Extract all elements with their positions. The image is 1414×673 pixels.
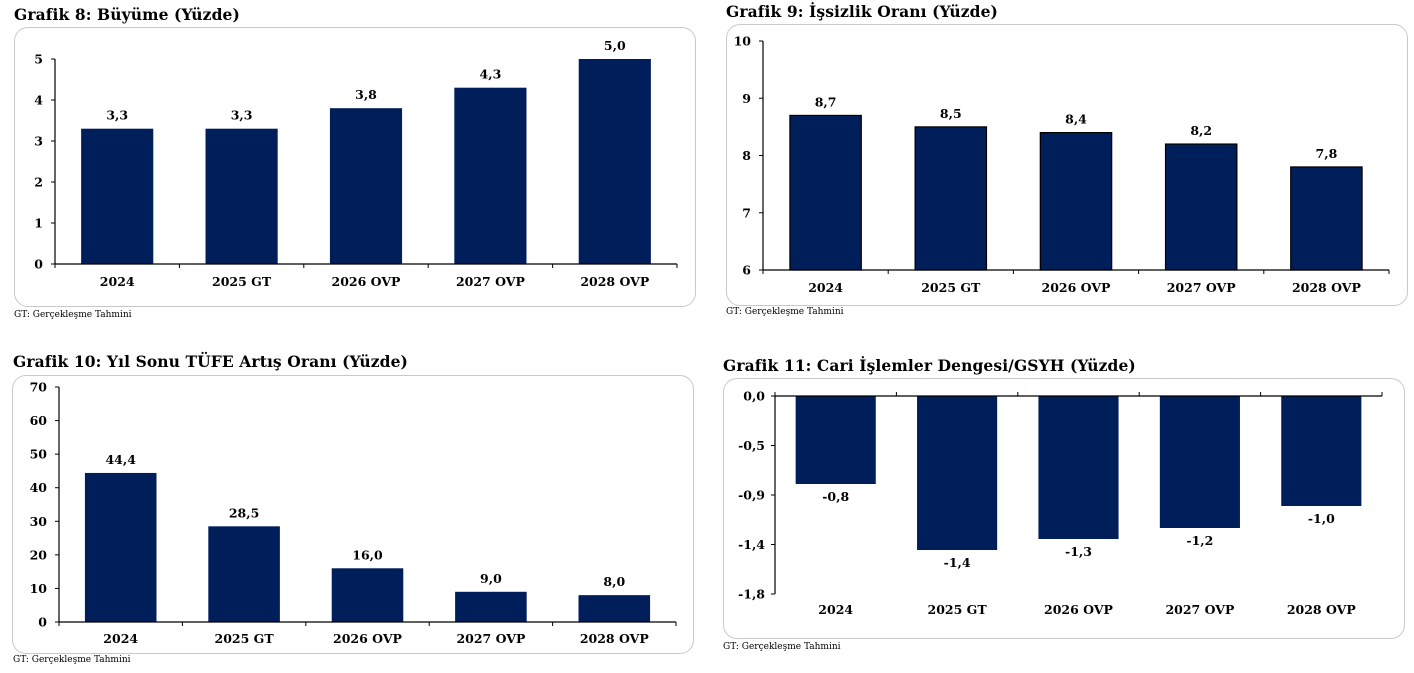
y-tick-label: 60 bbox=[30, 413, 48, 428]
bar bbox=[1164, 143, 1238, 271]
data-label: 16,0 bbox=[352, 547, 383, 562]
data-label: -0,8 bbox=[822, 489, 849, 504]
bar bbox=[205, 128, 278, 264]
x-tick-label: 2025 GT bbox=[212, 274, 272, 289]
data-label: 3,3 bbox=[106, 108, 128, 123]
data-label: 7,8 bbox=[1316, 146, 1338, 161]
chart-title: Grafik 11: Cari İşlemler Dengesi/GSYH (Y… bbox=[723, 356, 1136, 375]
y-tick-label: 1 bbox=[34, 216, 43, 231]
data-label: -1,3 bbox=[1065, 544, 1092, 559]
y-tick-label: 10 bbox=[30, 581, 48, 596]
data-label: -1,4 bbox=[944, 555, 971, 570]
chart-footnote: GT: Gerçekleşme Tahmini bbox=[726, 307, 844, 317]
bar bbox=[917, 396, 998, 550]
data-label: 8,2 bbox=[1190, 123, 1212, 138]
bar bbox=[329, 108, 403, 264]
y-tick-label: 40 bbox=[30, 480, 48, 495]
data-label: 28,5 bbox=[229, 505, 259, 520]
bar bbox=[914, 126, 988, 271]
x-tick-label: 2026 OVP bbox=[1044, 602, 1114, 617]
x-tick-label: 2028 OVP bbox=[1287, 602, 1357, 617]
x-tick-label: 2027 OVP bbox=[456, 274, 526, 289]
y-tick-label: -0,5 bbox=[738, 438, 765, 453]
chart-footnote: GT: Gerçekleşme Tahmini bbox=[13, 655, 131, 665]
data-label: 3,8 bbox=[355, 87, 377, 102]
y-tick-label: 70 bbox=[30, 380, 48, 395]
y-tick-label: 50 bbox=[30, 447, 48, 462]
chart-title: Grafik 10: Yıl Sonu TÜFE Artış Oranı (Yü… bbox=[13, 352, 408, 371]
bar bbox=[454, 87, 527, 264]
x-tick-label: 2028 OVP bbox=[580, 631, 650, 646]
y-tick-label: -1,4 bbox=[738, 537, 765, 552]
bar bbox=[578, 59, 651, 264]
bar bbox=[795, 396, 876, 484]
y-tick-label: 8 bbox=[742, 148, 751, 163]
y-tick-label: 6 bbox=[742, 263, 751, 278]
y-tick-label: 9 bbox=[742, 91, 751, 106]
x-tick-label: 2024 bbox=[103, 631, 138, 646]
x-tick-label: 2028 OVP bbox=[580, 274, 650, 289]
y-tick-label: 30 bbox=[30, 514, 48, 529]
bar bbox=[208, 526, 280, 622]
y-tick-label: 3 bbox=[34, 134, 43, 149]
chart-title: Grafik 9: İşsizlik Oranı (Yüzde) bbox=[726, 2, 998, 21]
chart-footnote: GT: Gerçekleşme Tahmini bbox=[723, 642, 841, 652]
bar bbox=[331, 568, 404, 622]
x-tick-label: 2024 bbox=[100, 274, 135, 289]
bar bbox=[84, 472, 157, 622]
data-label: -1,0 bbox=[1308, 511, 1335, 526]
x-tick-label: 2026 OVP bbox=[333, 631, 403, 646]
y-tick-label: 0 bbox=[38, 615, 47, 630]
chart-footnote: GT: Gerçekleşme Tahmini bbox=[14, 310, 132, 320]
y-tick-label: 20 bbox=[30, 547, 48, 562]
y-tick-label: 7 bbox=[742, 205, 751, 220]
x-tick-label: 2028 OVP bbox=[1292, 280, 1362, 295]
data-label: 5,0 bbox=[604, 38, 626, 53]
data-label: 8,5 bbox=[940, 106, 962, 121]
data-label: 4,3 bbox=[480, 67, 502, 82]
y-tick-label: 10 bbox=[734, 34, 752, 49]
bar bbox=[1038, 396, 1119, 539]
data-label: -1,2 bbox=[1186, 533, 1213, 548]
data-label: 8,7 bbox=[815, 94, 837, 109]
y-tick-label: 0 bbox=[34, 257, 43, 272]
x-tick-label: 2026 OVP bbox=[1042, 280, 1112, 295]
x-tick-label: 2026 OVP bbox=[332, 274, 402, 289]
data-label: 44,4 bbox=[105, 452, 136, 467]
x-tick-label: 2027 OVP bbox=[1167, 280, 1237, 295]
bar bbox=[81, 128, 154, 264]
y-tick-label: 5 bbox=[34, 52, 43, 67]
chart-title: Grafik 8: Büyüme (Yüzde) bbox=[14, 5, 240, 24]
x-tick-label: 2027 OVP bbox=[1165, 602, 1235, 617]
bar bbox=[1159, 396, 1240, 528]
x-tick-label: 2025 GT bbox=[928, 602, 988, 617]
y-tick-label: 4 bbox=[34, 93, 43, 108]
y-tick-label: 2 bbox=[34, 175, 43, 190]
x-tick-label: 2024 bbox=[818, 602, 853, 617]
y-tick-label: -1,8 bbox=[738, 587, 765, 602]
data-label: 3,3 bbox=[231, 108, 253, 123]
bar bbox=[578, 595, 651, 622]
data-label: 9,0 bbox=[480, 571, 502, 586]
x-tick-label: 2025 GT bbox=[921, 280, 981, 295]
x-tick-label: 2025 GT bbox=[215, 631, 275, 646]
bar bbox=[1281, 396, 1362, 506]
bar bbox=[455, 591, 527, 622]
y-tick-label: -0,9 bbox=[738, 488, 765, 503]
bar bbox=[789, 114, 862, 271]
data-label: 8,4 bbox=[1065, 112, 1087, 127]
x-tick-label: 2027 OVP bbox=[456, 631, 526, 646]
data-label: 8,0 bbox=[603, 574, 625, 589]
x-tick-label: 2024 bbox=[808, 280, 843, 295]
y-tick-label: 0,0 bbox=[743, 389, 765, 404]
